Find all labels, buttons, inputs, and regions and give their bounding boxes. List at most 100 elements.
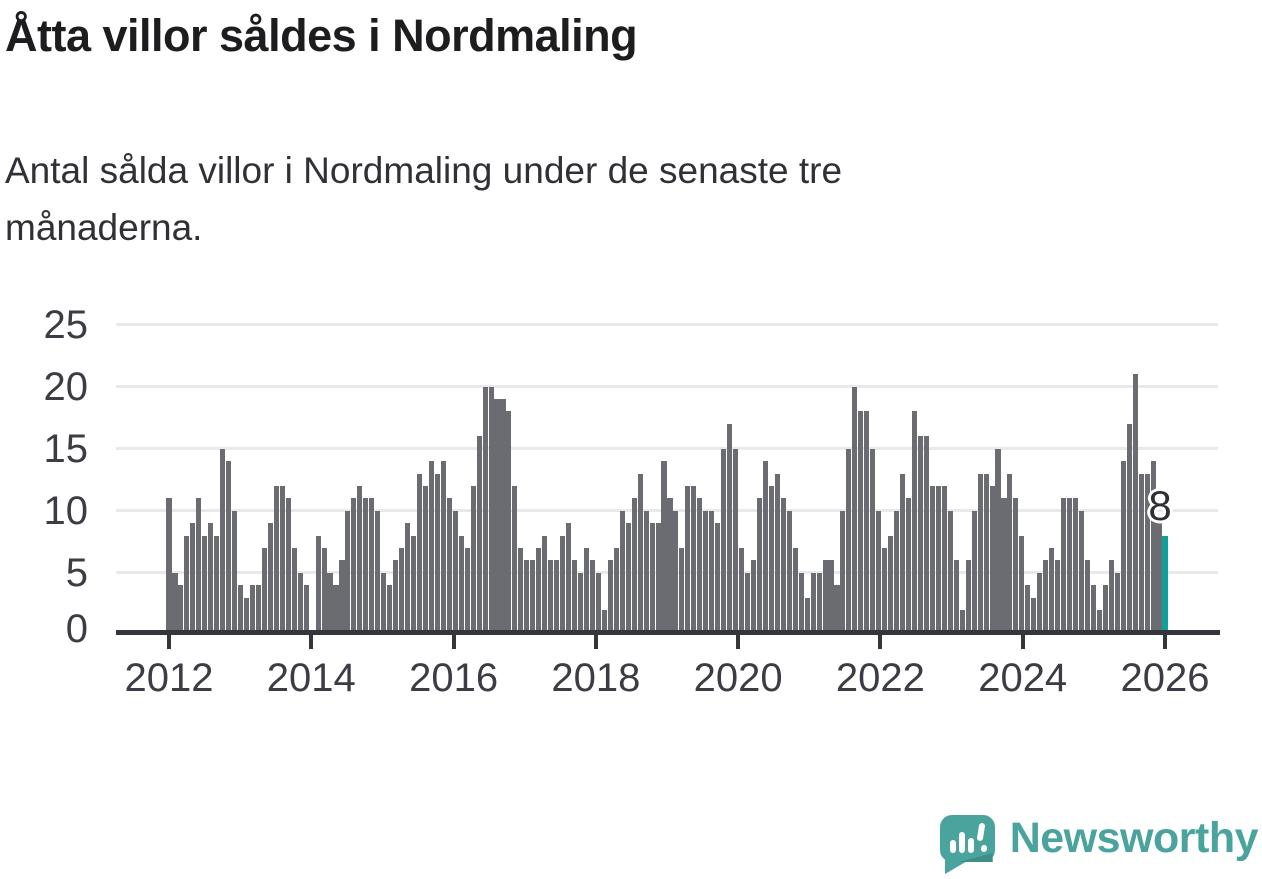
- bar: [220, 448, 226, 635]
- bar: [1084, 560, 1090, 635]
- bar: [572, 560, 578, 635]
- x-tick-mark: [736, 635, 741, 649]
- bar: [232, 510, 238, 635]
- bar: [566, 523, 572, 635]
- x-axis-line: [116, 630, 1220, 635]
- bar: [1144, 473, 1150, 635]
- bar: [226, 461, 232, 635]
- x-tick-mark: [878, 635, 883, 649]
- bar: [631, 498, 637, 635]
- bar: [327, 572, 333, 635]
- bar: [512, 485, 518, 635]
- bar: [780, 498, 786, 635]
- bar: [428, 461, 434, 635]
- bar: [1025, 585, 1031, 635]
- bar: [858, 411, 864, 635]
- bar: [601, 610, 607, 635]
- bar: [345, 510, 351, 635]
- bar: [1138, 473, 1144, 635]
- bar: [840, 510, 846, 635]
- gridline: [116, 571, 1218, 575]
- bar: [768, 485, 774, 635]
- bar: [834, 585, 840, 635]
- bar: [643, 510, 649, 635]
- bar: [798, 572, 804, 635]
- newsworthy-branding: Newsworthy: [939, 814, 1259, 874]
- bar: [1031, 597, 1037, 635]
- bar: [685, 485, 691, 635]
- bar: [1096, 610, 1102, 635]
- bar: [1067, 498, 1073, 635]
- bar: [774, 473, 780, 635]
- logo-exclamation-icon: [976, 822, 986, 842]
- bar: [1132, 374, 1138, 635]
- gridline: [116, 509, 1218, 513]
- bar: [190, 523, 196, 635]
- bar: [613, 548, 619, 635]
- x-tick-mark: [167, 635, 171, 649]
- bar: [321, 548, 327, 635]
- bar: [446, 498, 452, 635]
- bar: [947, 510, 953, 635]
- logo-chart-bar-icon: [967, 838, 974, 853]
- bar: [589, 560, 595, 635]
- bar: [351, 498, 357, 635]
- bar: [649, 523, 655, 635]
- x-tick-label: 2022: [835, 656, 925, 700]
- logo-chart-bar-icon: [949, 840, 956, 853]
- bar: [876, 510, 882, 635]
- x-tick-mark: [451, 635, 456, 649]
- bar: [1126, 423, 1132, 635]
- x-tick-mark: [1163, 635, 1167, 649]
- bar: [953, 560, 959, 635]
- bar: [536, 548, 542, 635]
- bar: [625, 523, 631, 635]
- bar: [697, 498, 703, 635]
- bar: [405, 523, 411, 635]
- bar: [971, 510, 977, 635]
- bar: [357, 485, 363, 635]
- bar: [166, 498, 172, 635]
- bar: [542, 535, 548, 635]
- bar: [339, 560, 345, 635]
- bar: [500, 399, 506, 635]
- bar: [416, 473, 423, 635]
- bar: [935, 485, 941, 635]
- bar: [721, 448, 727, 635]
- value-annotation: 8: [1148, 482, 1172, 529]
- bar: [1019, 535, 1025, 635]
- bar: [1102, 585, 1108, 635]
- bar: [255, 585, 261, 635]
- bar: [923, 436, 929, 635]
- bar: [506, 411, 512, 635]
- x-tick-label: 2020: [693, 656, 783, 700]
- bar: [1156, 523, 1162, 635]
- gridline: [116, 385, 1218, 389]
- bar: [399, 548, 405, 635]
- bar: [655, 523, 661, 635]
- bar: [983, 473, 989, 635]
- bar: [577, 572, 584, 635]
- bar: [595, 572, 601, 635]
- bar: [828, 560, 834, 635]
- bar: [911, 411, 918, 635]
- x-tick-mark: [593, 635, 598, 649]
- bar: [273, 485, 279, 635]
- bar: [750, 560, 757, 635]
- bar: [709, 510, 715, 635]
- page-title: Åtta villor såldes i Nordmaling: [5, 10, 638, 61]
- bar: [1055, 560, 1061, 635]
- bar: [440, 461, 446, 635]
- bar: [959, 610, 965, 635]
- bar: [733, 448, 739, 635]
- bar: [894, 510, 900, 635]
- logo-bubble-fold: [958, 853, 993, 862]
- bar: [267, 523, 273, 635]
- bar: [619, 510, 625, 635]
- bar: [661, 461, 667, 635]
- bar: [906, 498, 912, 635]
- bar: [989, 485, 995, 635]
- bar: [846, 448, 852, 635]
- bar: [214, 535, 220, 635]
